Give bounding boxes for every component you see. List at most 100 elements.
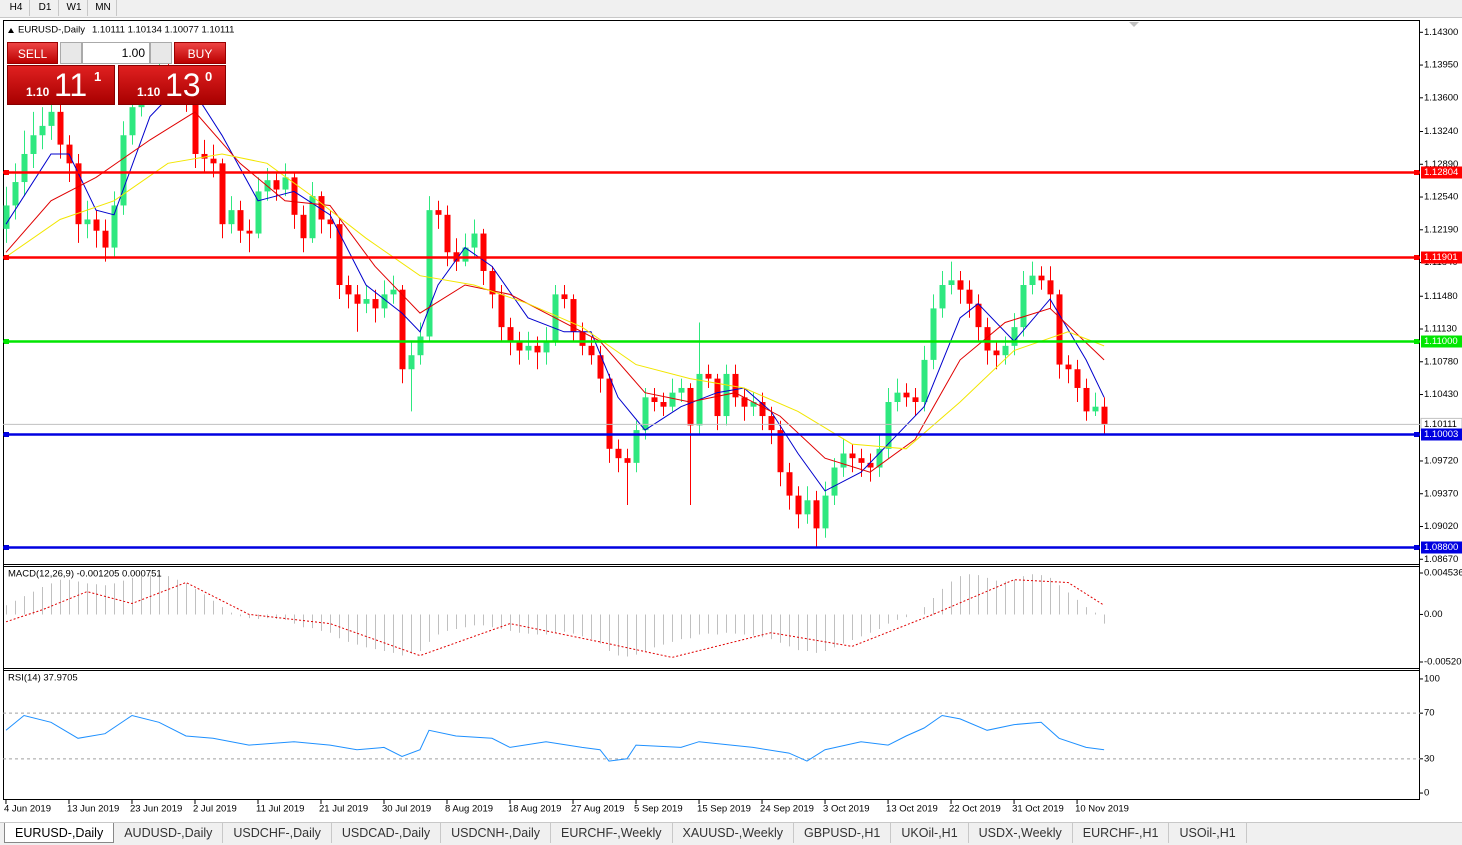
shift-marker <box>1129 22 1139 27</box>
level-label-box <box>1421 428 1462 441</box>
chart-tabs: EURUSD-,Daily AUDUSD-,Daily USDCHF-,Daily U… <box>0 822 1462 845</box>
candle-body <box>462 247 469 262</box>
y-tick-label: 1.13950 <box>1424 60 1458 71</box>
candle-body <box>759 402 766 417</box>
candle-body <box>975 303 982 328</box>
candle-body <box>489 270 496 295</box>
candle-body <box>633 430 640 463</box>
last-price-label: 1.10111 <box>1424 419 1457 430</box>
candle-body <box>678 387 685 393</box>
chart-tab[interactable]: EURUSD-,Daily <box>4 823 115 843</box>
chart-tab[interactable]: EURCHF-,H1 <box>1073 823 1170 843</box>
candle-body <box>300 214 307 239</box>
volume-up[interactable] <box>150 42 172 64</box>
chart-tab[interactable]: USDCHF-,Daily <box>223 823 332 843</box>
symbol-title: EURUSD-,Daily <box>18 25 85 36</box>
one-click-trading: SELL 1.00 BUY 1.10 11 1 1.10 13 0 <box>7 42 226 105</box>
level-label-box <box>1421 335 1462 348</box>
candle-body <box>957 280 964 290</box>
candle-body <box>345 285 352 295</box>
chart-tab[interactable]: USDCNH-,Daily <box>441 823 552 843</box>
candle-body <box>714 378 721 417</box>
volume-input[interactable]: 1.00 <box>82 42 150 64</box>
chart-tab[interactable]: AUDUSD-,Daily <box>114 823 224 843</box>
candle-body <box>507 327 514 342</box>
volume-down[interactable] <box>60 42 82 64</box>
x-tick-label: 11 Jul 2019 <box>256 804 304 815</box>
chart-tab[interactable]: USOil-,H1 <box>1169 823 1247 843</box>
candle-body <box>642 397 649 431</box>
candle-body <box>12 182 19 206</box>
candle-body <box>732 373 739 398</box>
chart-tab[interactable]: USDX-,Weekly <box>969 823 1073 843</box>
candle-body <box>1056 294 1063 365</box>
candle-body <box>903 392 910 398</box>
candle-body <box>471 233 478 248</box>
candle-body <box>111 205 118 248</box>
candle-body <box>777 430 784 473</box>
collapse-icon[interactable] <box>8 28 14 33</box>
y-tick-label: 1.09720 <box>1424 455 1458 466</box>
sell-price[interactable]: 1.10 11 1 <box>7 65 115 105</box>
candle-body <box>57 111 64 145</box>
candle-body <box>795 495 802 515</box>
candle-body <box>291 177 298 215</box>
chart-tab[interactable]: GBPUSD-,H1 <box>794 823 892 843</box>
buy-price[interactable]: 1.10 13 0 <box>118 65 226 105</box>
candle-body <box>318 196 325 220</box>
x-tick-label: 2 Jul 2019 <box>193 804 237 815</box>
candle-body <box>741 397 748 407</box>
level-label: 1.11000 <box>1424 336 1458 347</box>
x-tick-label: 22 Oct 2019 <box>949 804 1001 815</box>
candle-body <box>570 299 577 332</box>
candle-body <box>660 402 667 407</box>
candle-body <box>750 402 757 407</box>
period-button[interactable]: MN <box>90 0 117 16</box>
candle-body <box>102 230 109 248</box>
chart-tab[interactable]: USDCAD-,Daily <box>332 823 442 843</box>
chart-tab[interactable]: XAUUSD-,Weekly <box>673 823 794 843</box>
candle-body <box>192 97 199 154</box>
y-tick-label: 70 <box>1424 708 1435 719</box>
candle-body <box>1047 280 1054 295</box>
x-tick-label: 4 Jun 2019 <box>4 804 51 815</box>
candle-body <box>1101 406 1108 425</box>
candle-body <box>1083 387 1090 412</box>
y-tick-label: 1.11130 <box>1424 324 1457 335</box>
candle-body <box>435 210 442 215</box>
candle-body <box>930 308 937 360</box>
period-button[interactable]: H4 <box>3 0 30 16</box>
candle-body <box>804 500 811 515</box>
buy-button[interactable]: BUY <box>174 42 226 64</box>
y-tick-label: 1.12540 <box>1424 192 1458 203</box>
candle-body <box>426 210 433 337</box>
y-tick-label: 1.14300 <box>1424 27 1458 38</box>
y-tick-label: 1.12190 <box>1424 224 1458 235</box>
candle-body <box>561 294 568 300</box>
candle-body <box>993 350 1000 356</box>
candle-body <box>1002 345 1009 356</box>
candle-body <box>1020 285 1027 328</box>
candle-body <box>705 373 712 379</box>
candle-body <box>786 472 793 496</box>
candle-body <box>390 289 397 295</box>
chart-tab[interactable]: UKOil-,H1 <box>891 823 969 843</box>
candle-body <box>912 397 919 403</box>
y-tick-label: -0.005205 <box>1424 657 1462 668</box>
candle-body <box>246 230 253 234</box>
candle-body <box>363 299 370 304</box>
x-tick-label: 31 Oct 2019 <box>1012 804 1064 815</box>
period-button[interactable]: W1 <box>61 0 88 16</box>
sell-button[interactable]: SELL <box>7 42 58 64</box>
candle-body <box>579 331 586 346</box>
candle-body <box>894 392 901 403</box>
candle-body <box>867 462 874 468</box>
period-button[interactable]: D1 <box>32 0 59 16</box>
x-tick-label: 27 Aug 2019 <box>571 804 624 815</box>
level-handle <box>4 339 9 344</box>
candle-body <box>534 345 541 353</box>
candle-body <box>849 453 856 459</box>
chart-tab[interactable]: EURCHF-,Weekly <box>551 823 673 843</box>
candle-body <box>921 359 928 403</box>
candle-body <box>984 327 991 351</box>
